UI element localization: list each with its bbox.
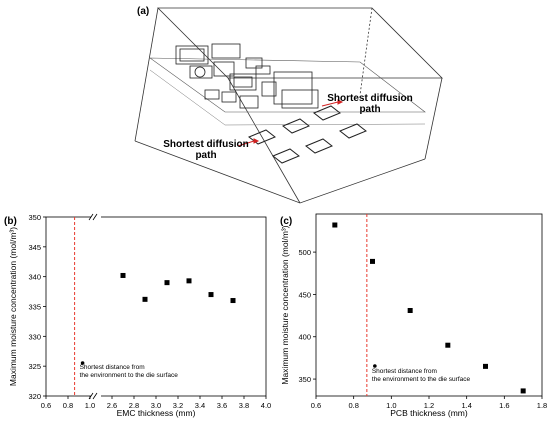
components-cluster — [175, 43, 319, 109]
diffusion-path-arrows — [237, 99, 344, 147]
x-tick-label: 3.2 — [173, 401, 183, 410]
data-point — [332, 222, 338, 228]
axis-break-mark — [92, 213, 98, 221]
x-tick-label: 0.8 — [63, 401, 73, 410]
x-tick-label: 1.0 — [386, 401, 396, 410]
x-tick-label: 3.8 — [239, 401, 249, 410]
panel-a-label: (a) — [137, 6, 149, 17]
x-tick-label: 3.0 — [151, 401, 161, 410]
axis-break-mark — [92, 392, 98, 400]
data-point — [445, 342, 451, 348]
annotation-dot — [373, 364, 377, 368]
y-tick-label: 450 — [298, 290, 311, 299]
y-tick-label: 340 — [28, 273, 41, 282]
data-point — [120, 272, 126, 278]
data-point — [186, 278, 192, 284]
y-tick-label: 500 — [298, 248, 311, 257]
axis-break-mark — [88, 213, 94, 221]
annotation-line1: Shortest distance from — [80, 364, 145, 371]
data-point — [230, 298, 236, 304]
data-point — [407, 308, 413, 314]
annotation-line2: the environment to the die surface — [372, 376, 471, 383]
x-tick-label: 0.6 — [41, 401, 51, 410]
annotation-lower-line1: Shortest diffusion — [163, 139, 249, 150]
chart-b: (b) 0.6 0.8 1.0 2.6 2.8 3.0 3.2 3.4 3.6 3.8 4.0 320… — [4, 213, 271, 418]
y-tick-label: 335 — [28, 303, 41, 312]
y-tick-label: 350 — [28, 213, 41, 222]
annotation-upper-line1: Shortest diffusion — [327, 93, 413, 104]
data-point — [370, 258, 375, 264]
x-tick-label: 1.4 — [461, 401, 471, 410]
y-tick-label: 320 — [28, 392, 41, 401]
y-tick-label: 400 — [298, 333, 311, 342]
y-axis-label: Maximum moisture concentration (mol/m³) — [8, 227, 18, 386]
x-tick-label: 0.8 — [348, 401, 358, 410]
x-tick-label: 2.6 — [107, 401, 117, 410]
x-tick-label: 0.6 — [311, 401, 321, 410]
axis-break-gap — [91, 392, 101, 400]
x-axis-label: EMC thickness (mm) — [117, 408, 196, 418]
data-point — [483, 363, 488, 369]
annotation-dot — [80, 361, 85, 365]
model-3d-figure: (a) — [134, 6, 443, 204]
x-tick-label: 3.6 — [217, 401, 227, 410]
annotation-line1: Shortest distance from — [372, 368, 437, 375]
data-point — [164, 280, 170, 286]
data-point — [208, 292, 214, 298]
x-tick-label: 1.0 — [85, 401, 95, 410]
y-tick-label: 350 — [298, 375, 311, 384]
x-tick-label: 3.4 — [195, 401, 205, 410]
x-tick-label: 2.8 — [129, 401, 139, 410]
y-tick-label: 345 — [28, 243, 41, 252]
outer-enclosure-box — [134, 7, 443, 204]
x-tick-label: 1.6 — [499, 401, 509, 410]
annotation-upper-line2: path — [359, 104, 380, 115]
data-point — [520, 388, 526, 394]
y-tick-label: 330 — [28, 332, 41, 341]
axis-break-gap — [91, 213, 101, 221]
annotation-lower-line2: path — [195, 150, 216, 161]
x-axis-label: PCB thickness (mm) — [390, 408, 468, 418]
pad-array — [248, 105, 367, 164]
annotation-line2: the environment to the die surface — [80, 372, 179, 379]
panel-b-label: (b) — [4, 216, 17, 227]
x-tick-label: 4.0 — [261, 401, 271, 410]
data-point — [142, 296, 148, 302]
chart-c: (c) 0.6 0.8 1.0 1.2 1.4 1.6 1.8 350 400 450 500 PCB… — [280, 213, 547, 418]
panel-c-label: (c) — [280, 216, 292, 227]
x-tick-label: 1.8 — [537, 401, 547, 410]
x-tick-label: 1.2 — [424, 401, 434, 410]
y-tick-label: 325 — [28, 362, 41, 371]
y-axis-label: Maximum moisture concentration (mol/m³) — [280, 225, 290, 384]
